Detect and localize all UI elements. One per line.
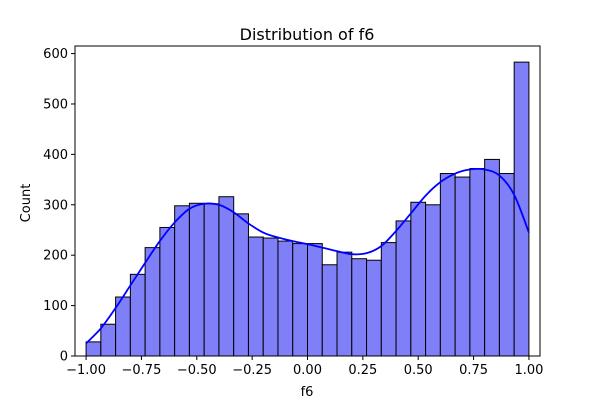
histogram-bar	[469, 167, 486, 357]
histogram-bar	[380, 242, 397, 357]
histogram-bar	[292, 243, 309, 357]
y-axis-label: Count	[19, 184, 34, 223]
histogram-bar	[366, 259, 382, 357]
histogram-bar	[188, 202, 205, 357]
x-tick-label: 0.50	[404, 363, 433, 378]
histogram-bar	[395, 220, 412, 357]
histogram-bar	[129, 273, 146, 357]
y-tick-label: 200	[43, 249, 68, 264]
chart-title: Distribution of f6	[240, 25, 375, 44]
histogram-bar	[410, 201, 427, 357]
histogram-bar	[100, 323, 117, 357]
histogram-bar	[218, 196, 235, 357]
histogram-bar	[454, 176, 471, 357]
histogram-bar	[174, 205, 190, 357]
histogram-bar	[439, 173, 456, 357]
histogram-bar	[262, 237, 279, 357]
histogram-bar	[484, 158, 500, 357]
histogram-bar	[425, 204, 441, 357]
x-tick-label: −0.50	[177, 363, 217, 378]
y-tick-label: 400	[43, 148, 68, 163]
histogram-bar	[144, 247, 161, 357]
histogram-bar	[351, 258, 368, 357]
histogram-bar	[277, 240, 294, 357]
y-tick-label: 500	[43, 97, 68, 112]
histogram-bar	[85, 341, 102, 357]
histogram-bar	[336, 251, 353, 357]
x-tick-label: 0.25	[348, 363, 377, 378]
histogram-bar	[307, 243, 323, 357]
x-tick-label: 1.00	[514, 363, 543, 378]
x-tick-label: 0.00	[293, 363, 322, 378]
x-tick-label: −0.25	[232, 363, 272, 378]
y-tick-label: 600	[43, 47, 68, 62]
kde-curve	[85, 167, 530, 345]
bars-layer	[85, 61, 530, 357]
kde-layer	[85, 167, 530, 345]
histogram-bar	[513, 61, 530, 357]
x-tick-label: 0.75	[459, 363, 488, 378]
x-tick-label: −1.00	[66, 363, 106, 378]
histogram-bar	[233, 213, 249, 357]
histogram-bar	[247, 236, 264, 357]
axes-layer: −1.00 −0.75 −0.50 −0.25 0.00 0.25 0.50 0.75 1.00…	[43, 45, 543, 378]
histogram-bar	[321, 264, 338, 357]
x-axis-label: f6	[301, 385, 314, 400]
x-tick-label: −0.75	[122, 363, 162, 378]
histogram-bar	[159, 226, 176, 357]
histogram-bar	[203, 203, 220, 357]
y-tick-label: 100	[43, 299, 68, 314]
y-tick-label: 0	[60, 350, 68, 365]
histogram-bar	[498, 173, 515, 357]
y-tick-label: 300	[43, 198, 68, 213]
